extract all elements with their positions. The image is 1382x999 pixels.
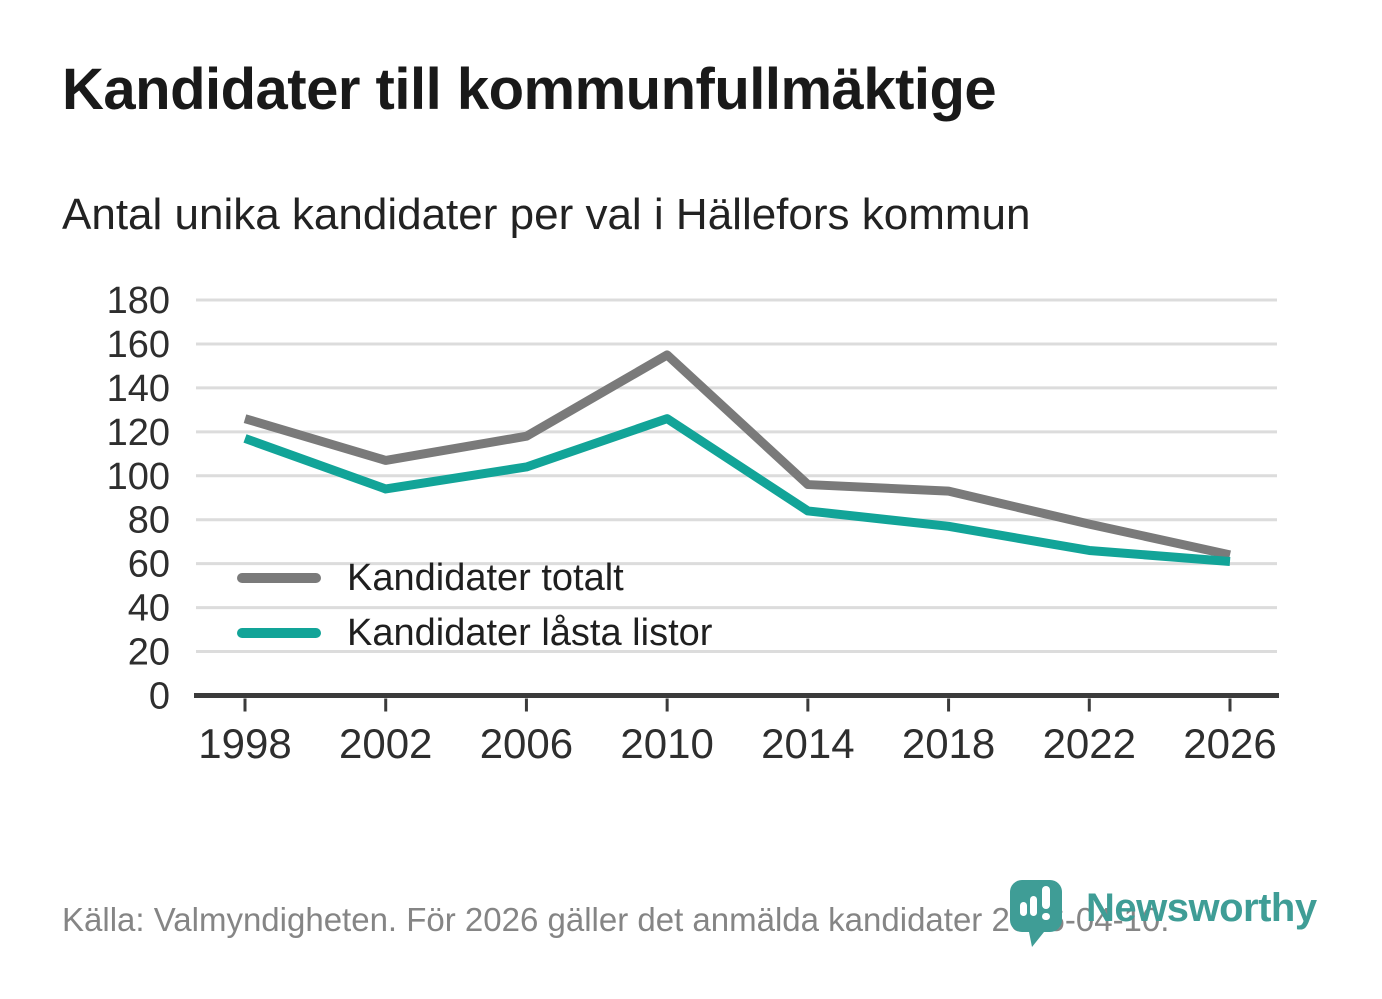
legend-swatch-totalt — [237, 573, 321, 583]
legend-label-totalt: Kandidater totalt — [347, 557, 624, 599]
svg-text:2026: 2026 — [1183, 720, 1276, 767]
svg-text:2014: 2014 — [761, 720, 854, 767]
svg-text:120: 120 — [107, 412, 170, 454]
newsworthy-wordmark: Newsworthy — [1086, 886, 1317, 930]
chart-title: Kandidater till kommunfullmäktige — [62, 57, 997, 122]
svg-text:1998: 1998 — [198, 720, 291, 767]
svg-text:2022: 2022 — [1043, 720, 1136, 767]
svg-text:140: 140 — [107, 368, 170, 410]
legend-item-lasta-listor: Kandidater låsta listor — [237, 611, 712, 655]
svg-text:80: 80 — [128, 500, 170, 542]
svg-text:2006: 2006 — [480, 720, 573, 767]
svg-text:160: 160 — [107, 324, 170, 366]
svg-text:100: 100 — [107, 456, 170, 498]
svg-text:2002: 2002 — [339, 720, 432, 767]
svg-text:180: 180 — [107, 280, 170, 322]
newsworthy-logo: Newsworthy — [1008, 872, 1317, 950]
svg-text:20: 20 — [128, 632, 170, 674]
svg-text:2010: 2010 — [620, 720, 713, 767]
chart-subtitle: Antal unika kandidater per val i Hällefo… — [62, 190, 1031, 239]
legend-item-totalt: Kandidater totalt — [237, 556, 712, 600]
svg-text:0: 0 — [149, 676, 170, 718]
legend-label-lasta-listor: Kandidater låsta listor — [347, 612, 713, 654]
svg-text:40: 40 — [128, 588, 170, 630]
bar-chart-pin-icon — [1010, 880, 1062, 947]
source-note: Källa: Valmyndigheten. För 2026 gäller d… — [62, 901, 1170, 938]
svg-text:2018: 2018 — [902, 720, 995, 767]
legend-swatch-lasta-listor — [237, 628, 321, 638]
chart-legend: Kandidater totalt Kandidater låsta listo… — [237, 556, 712, 655]
svg-text:60: 60 — [128, 544, 170, 586]
